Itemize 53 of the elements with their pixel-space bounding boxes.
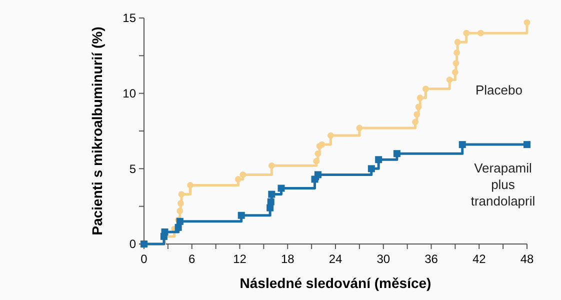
point	[240, 171, 246, 178]
y-tick-label: 10	[122, 86, 136, 101]
point	[328, 132, 334, 139]
point	[278, 184, 285, 192]
point	[375, 156, 382, 164]
point	[446, 76, 453, 83]
x-tick-label: 30	[376, 252, 390, 266]
point	[161, 228, 168, 236]
x-tick-label: 12	[233, 252, 247, 266]
point	[187, 182, 194, 188]
y-axis-title: Pacienti s mikroalbuminurií (%)	[89, 26, 105, 236]
y-tick-label: 0	[129, 237, 136, 252]
point	[314, 150, 322, 157]
x-tick-label: 0	[140, 252, 148, 266]
point	[267, 198, 274, 206]
point	[452, 60, 460, 66]
point	[415, 104, 422, 110]
point	[268, 190, 276, 198]
point	[176, 208, 184, 214]
y-tick-label: 15	[122, 11, 136, 26]
x-tick-label: 6	[188, 252, 196, 266]
point	[313, 158, 320, 164]
x-axis-title: Následné sledování (měsíce)	[240, 275, 432, 291]
x-tick-label: 18	[280, 252, 295, 266]
point	[178, 191, 185, 198]
point	[454, 49, 460, 56]
x-tick-label: 24	[328, 252, 342, 266]
point	[393, 150, 400, 158]
point	[414, 111, 420, 118]
point	[238, 212, 245, 219]
point	[318, 141, 326, 148]
point	[268, 162, 275, 169]
series-label: Verapamil plus trandolapril	[470, 160, 536, 209]
point	[463, 30, 470, 36]
series-label: Placebo	[476, 82, 522, 98]
point	[454, 38, 461, 46]
point	[356, 124, 363, 132]
y-tick-label: 5	[129, 162, 136, 176]
point	[314, 171, 322, 178]
x-tick-label: 36	[424, 252, 438, 266]
point	[524, 19, 530, 26]
x-tick-label: 42	[472, 252, 486, 266]
point	[458, 141, 466, 148]
point	[478, 30, 484, 36]
point	[524, 141, 530, 148]
x-tick-label: 48	[520, 252, 534, 266]
point	[412, 118, 418, 126]
point	[422, 86, 429, 92]
point	[368, 165, 375, 172]
point	[452, 69, 458, 76]
point	[416, 94, 424, 102]
point	[234, 176, 242, 182]
point	[178, 200, 184, 207]
